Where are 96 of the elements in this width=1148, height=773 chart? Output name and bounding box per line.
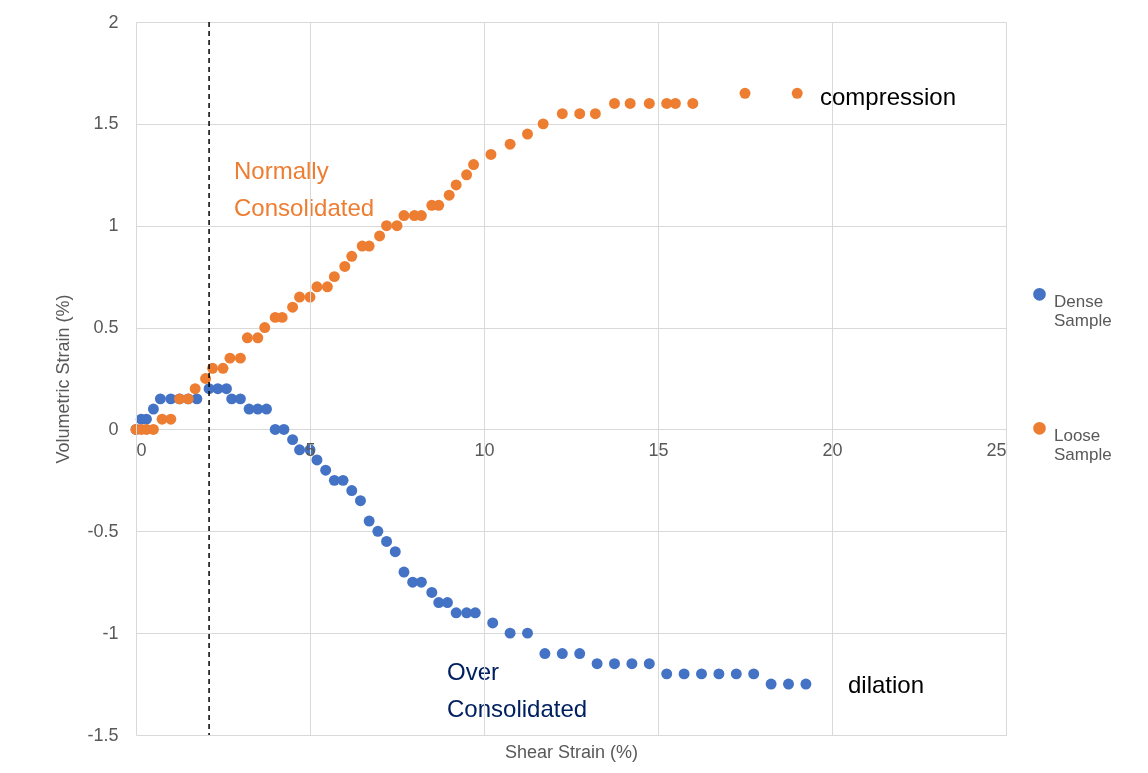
point — [661, 668, 673, 680]
point — [522, 627, 533, 639]
point — [450, 607, 462, 619]
point — [320, 464, 332, 476]
point — [287, 434, 299, 446]
point — [443, 189, 455, 201]
point — [337, 474, 349, 486]
point — [539, 648, 551, 659]
point — [730, 668, 742, 680]
point — [189, 383, 201, 395]
point — [374, 230, 386, 242]
point — [765, 678, 777, 690]
point — [234, 352, 246, 364]
point — [461, 169, 473, 181]
y-tick-label: 0 — [108, 418, 119, 439]
x-tick-label: 0 — [136, 439, 147, 460]
point — [522, 128, 533, 140]
y-tick-label: -1 — [102, 622, 119, 643]
point — [678, 668, 690, 680]
point — [372, 525, 384, 537]
point — [624, 98, 636, 109]
point — [391, 220, 403, 232]
x-tick-label: 25 — [986, 439, 1007, 460]
point — [287, 301, 299, 313]
legend-label: Loose Sample — [1054, 426, 1112, 465]
point — [504, 627, 516, 639]
point — [321, 281, 333, 293]
annotation: dilation — [848, 671, 925, 698]
y-axis-title: Volumetric Strain (%) — [53, 294, 74, 464]
x-axis-title: Shear Strain (%) — [504, 741, 639, 762]
point — [485, 148, 497, 160]
point — [381, 220, 393, 232]
point — [261, 403, 272, 415]
point — [217, 362, 229, 374]
point — [147, 403, 159, 415]
y-tick-label: 1 — [108, 215, 119, 236]
point — [311, 281, 323, 293]
point — [589, 108, 601, 120]
point — [537, 118, 549, 130]
x-tick-label: 10 — [474, 439, 495, 460]
point — [556, 108, 568, 120]
point — [200, 373, 212, 384]
point — [426, 586, 438, 598]
point — [339, 260, 351, 272]
x-tick-label: 20 — [822, 439, 843, 460]
point — [259, 322, 271, 334]
point — [468, 159, 480, 171]
point — [294, 444, 306, 456]
y-tick-label: -1.5 — [87, 724, 119, 745]
point — [626, 658, 638, 670]
annotation: compression — [820, 83, 957, 110]
point — [354, 495, 366, 507]
point — [294, 291, 306, 303]
point — [389, 546, 401, 558]
x-tick-label: 15 — [648, 439, 669, 460]
point — [591, 658, 603, 670]
point — [487, 617, 499, 629]
y-tick-label: 1.5 — [93, 113, 119, 134]
annotation: Over Consolidated — [447, 658, 588, 722]
point — [346, 485, 358, 497]
y-tick-label: -0.5 — [87, 520, 119, 541]
point — [450, 179, 462, 191]
point — [381, 536, 393, 547]
legend-label: Dense Sample — [1054, 292, 1112, 331]
point — [687, 98, 699, 109]
point — [609, 98, 620, 109]
point — [328, 271, 340, 283]
point — [609, 658, 620, 670]
point — [574, 648, 586, 659]
point — [252, 332, 264, 344]
point — [791, 87, 803, 99]
point — [363, 515, 375, 527]
point — [224, 352, 236, 364]
point — [696, 668, 707, 680]
point — [278, 423, 290, 435]
point — [165, 413, 177, 425]
point — [241, 332, 253, 344]
point — [398, 566, 410, 578]
point — [574, 108, 586, 120]
point — [739, 87, 751, 99]
point — [556, 648, 568, 659]
point — [713, 668, 725, 680]
point — [783, 678, 794, 690]
point — [221, 383, 232, 395]
point — [800, 678, 812, 690]
annotation: Normally Consolidated — [234, 157, 375, 221]
y-tick-label: 2 — [108, 11, 119, 32]
point — [311, 454, 323, 466]
point — [154, 393, 166, 405]
y-tick-label: 0.5 — [93, 317, 119, 338]
point — [748, 668, 760, 680]
point — [504, 138, 516, 150]
point — [643, 98, 655, 109]
point — [398, 210, 410, 221]
point — [643, 658, 655, 670]
point — [346, 250, 358, 262]
